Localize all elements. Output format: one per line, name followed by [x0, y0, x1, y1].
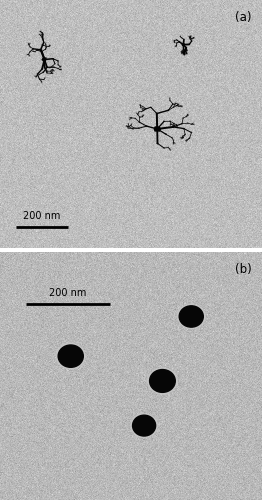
Polygon shape [182, 44, 184, 46]
Ellipse shape [133, 415, 156, 436]
Ellipse shape [148, 368, 177, 394]
Ellipse shape [56, 344, 85, 369]
Text: (a): (a) [236, 11, 252, 24]
Ellipse shape [177, 304, 205, 328]
Ellipse shape [150, 370, 175, 392]
Polygon shape [42, 58, 46, 61]
Ellipse shape [179, 306, 203, 327]
Text: (b): (b) [235, 263, 252, 276]
Text: 200 nm: 200 nm [50, 288, 87, 298]
Ellipse shape [58, 345, 83, 368]
Polygon shape [154, 127, 161, 131]
Ellipse shape [131, 414, 157, 438]
Text: 200 nm: 200 nm [23, 210, 61, 220]
